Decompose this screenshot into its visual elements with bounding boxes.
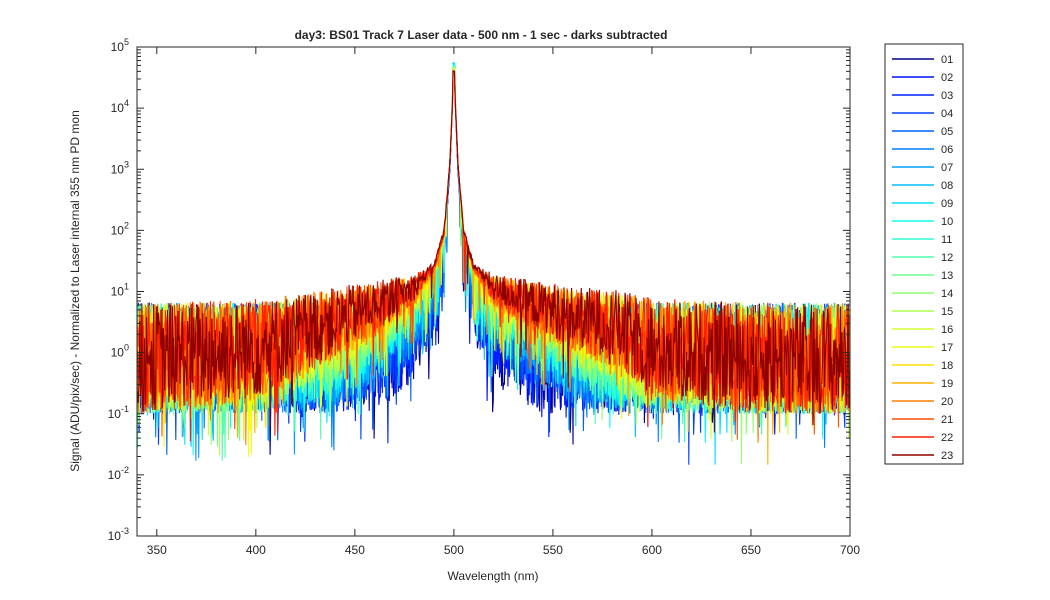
y-tick-base: 10 <box>111 40 125 54</box>
x-tick-label: 650 <box>741 543 761 557</box>
y-tick-label: 100 <box>111 343 129 360</box>
legend-label: 10 <box>941 216 953 228</box>
legend-label: 23 <box>941 450 953 462</box>
legend-label: 07 <box>941 162 953 174</box>
y-tick-label: 105 <box>111 37 129 54</box>
legend-label: 03 <box>941 90 953 102</box>
y-tick-exponent: -2 <box>121 465 129 475</box>
legend: 01 02 03 04 05 06 07 08 09 10 11 12 13 14 15 16 17 18 19 20… <box>884 43 964 465</box>
y-tick-exponent: 3 <box>124 159 129 169</box>
y-tick-label: 104 <box>111 98 129 115</box>
legend-label: 21 <box>941 414 953 426</box>
y-tick-label: 101 <box>111 282 129 299</box>
y-tick-exponent: 2 <box>124 220 129 230</box>
y-tick-exponent: 5 <box>124 37 129 47</box>
legend-label: 17 <box>941 342 953 354</box>
y-tick-label: 103 <box>111 159 129 176</box>
x-tick-label: 350 <box>147 543 167 557</box>
legend-label: 02 <box>941 72 953 84</box>
x-axis-label: Wavelength (nm) <box>448 569 539 583</box>
y-tick-base: 10 <box>108 529 122 543</box>
y-tick-label: 102 <box>111 220 129 237</box>
y-tick-label: 10-3 <box>108 526 129 543</box>
legend-label: 11 <box>941 234 952 246</box>
legend-label: 12 <box>941 252 953 264</box>
x-tick-label: 700 <box>840 543 860 557</box>
y-tick-base: 10 <box>108 407 122 421</box>
y-tick-base: 10 <box>111 162 125 176</box>
legend-label: 05 <box>941 126 953 138</box>
legend-label: 16 <box>941 324 953 336</box>
legend-label: 09 <box>941 198 953 210</box>
y-tick-exponent: 4 <box>124 98 129 108</box>
y-tick-base: 10 <box>111 285 125 299</box>
y-tick-base: 10 <box>111 101 125 115</box>
legend-label: 08 <box>941 180 953 192</box>
legend-label: 14 <box>941 288 953 300</box>
chart-title: day3: BS01 Track 7 Laser data - 500 nm -… <box>295 28 668 42</box>
legend-label: 20 <box>941 396 953 408</box>
x-axis: 350 400 450 500 550 600 650 700 <box>147 47 860 557</box>
y-tick-exponent: 1 <box>124 282 129 292</box>
y-tick-exponent: 0 <box>124 343 129 353</box>
x-tick-label: 550 <box>543 543 563 557</box>
y-tick-label: 10-1 <box>108 404 129 421</box>
legend-label: 22 <box>941 432 953 444</box>
legend-label: 19 <box>941 378 953 390</box>
x-tick-label: 600 <box>642 543 662 557</box>
x-tick-label: 400 <box>246 543 266 557</box>
legend-label: 18 <box>941 360 953 372</box>
y-tick-base: 10 <box>108 468 122 482</box>
y-tick-base: 10 <box>111 346 125 360</box>
series-layer <box>137 62 850 465</box>
legend-label: 04 <box>941 108 953 120</box>
plot-area: 350 400 450 500 550 600 650 700 10-310-210-1100… <box>108 37 861 557</box>
y-axis-label: Signal (ADU/pix/sec) - Normalized to Las… <box>68 110 82 471</box>
y-tick-base: 10 <box>111 223 125 237</box>
y-tick-exponent: -3 <box>121 526 129 536</box>
y-tick-label: 10-2 <box>108 465 129 482</box>
legend-label: 01 <box>941 54 953 66</box>
legend-label: 06 <box>941 144 953 156</box>
legend-label: 15 <box>941 306 953 318</box>
y-tick-exponent: -1 <box>121 404 129 414</box>
series-line-23 <box>137 70 850 433</box>
x-tick-label: 450 <box>345 543 365 557</box>
legend-box <box>884 43 964 465</box>
x-tick-label: 500 <box>444 543 464 557</box>
legend-label: 13 <box>941 270 953 282</box>
